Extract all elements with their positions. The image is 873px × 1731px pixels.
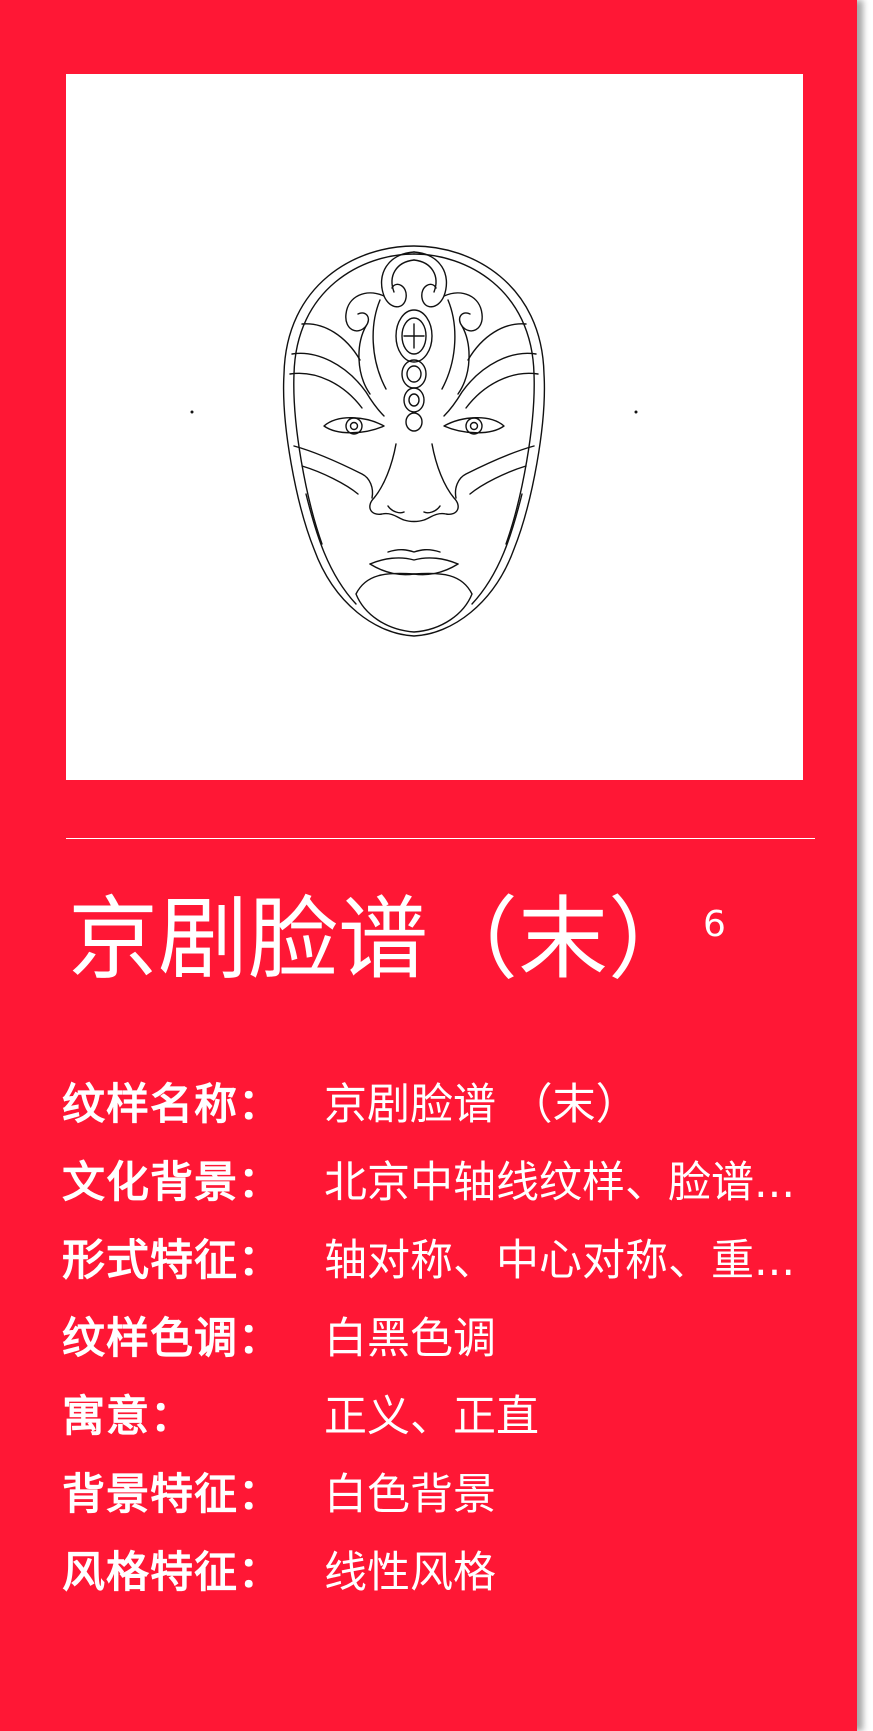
attribute-value: 轴对称、中心对称、重... — [324, 1236, 796, 1286]
attribute-row-meaning: 寓意： 正义、正直 — [62, 1374, 822, 1452]
artwork-frame — [66, 74, 803, 780]
attribute-label: 风格特征： — [62, 1548, 282, 1598]
divider-line — [66, 838, 815, 839]
attribute-list: 纹样名称： 京剧脸谱 （末） 文化背景： 北京中轴线纹样、脸谱... 形式特征：… — [62, 1062, 822, 1608]
opera-mask-icon — [190, 245, 638, 637]
attribute-label: 背景特征： — [62, 1470, 282, 1520]
attribute-value: 线性风格 — [324, 1548, 496, 1598]
attribute-label: 形式特征： — [62, 1236, 282, 1286]
attribute-row-tone: 纹样色调： 白黑色调 — [62, 1296, 822, 1374]
attribute-label: 纹样名称： — [62, 1080, 282, 1130]
attribute-label: 文化背景： — [62, 1158, 282, 1208]
attribute-value: 白黑色调 — [324, 1314, 496, 1364]
attribute-row-form: 形式特征： 轴对称、中心对称、重... — [62, 1218, 822, 1296]
attribute-value: 京剧脸谱 （末） — [324, 1080, 639, 1130]
attribute-row-culture: 文化背景： 北京中轴线纹样、脸谱... — [62, 1140, 822, 1218]
attribute-row-style: 风格特征： 线性风格 — [62, 1530, 822, 1608]
pattern-title: 京剧脸谱（末） — [68, 887, 698, 992]
attribute-row-background: 背景特征： 白色背景 — [62, 1452, 822, 1530]
title-number: 6 — [703, 904, 726, 945]
attribute-value: 正义、正直 — [324, 1392, 539, 1442]
attribute-value: 北京中轴线纹样、脸谱... — [324, 1158, 796, 1208]
attribute-label: 寓意： — [62, 1392, 194, 1442]
attribute-row-name: 纹样名称： 京剧脸谱 （末） — [62, 1062, 822, 1140]
attribute-label: 纹样色调： — [62, 1314, 282, 1364]
attribute-value: 白色背景 — [324, 1470, 496, 1520]
